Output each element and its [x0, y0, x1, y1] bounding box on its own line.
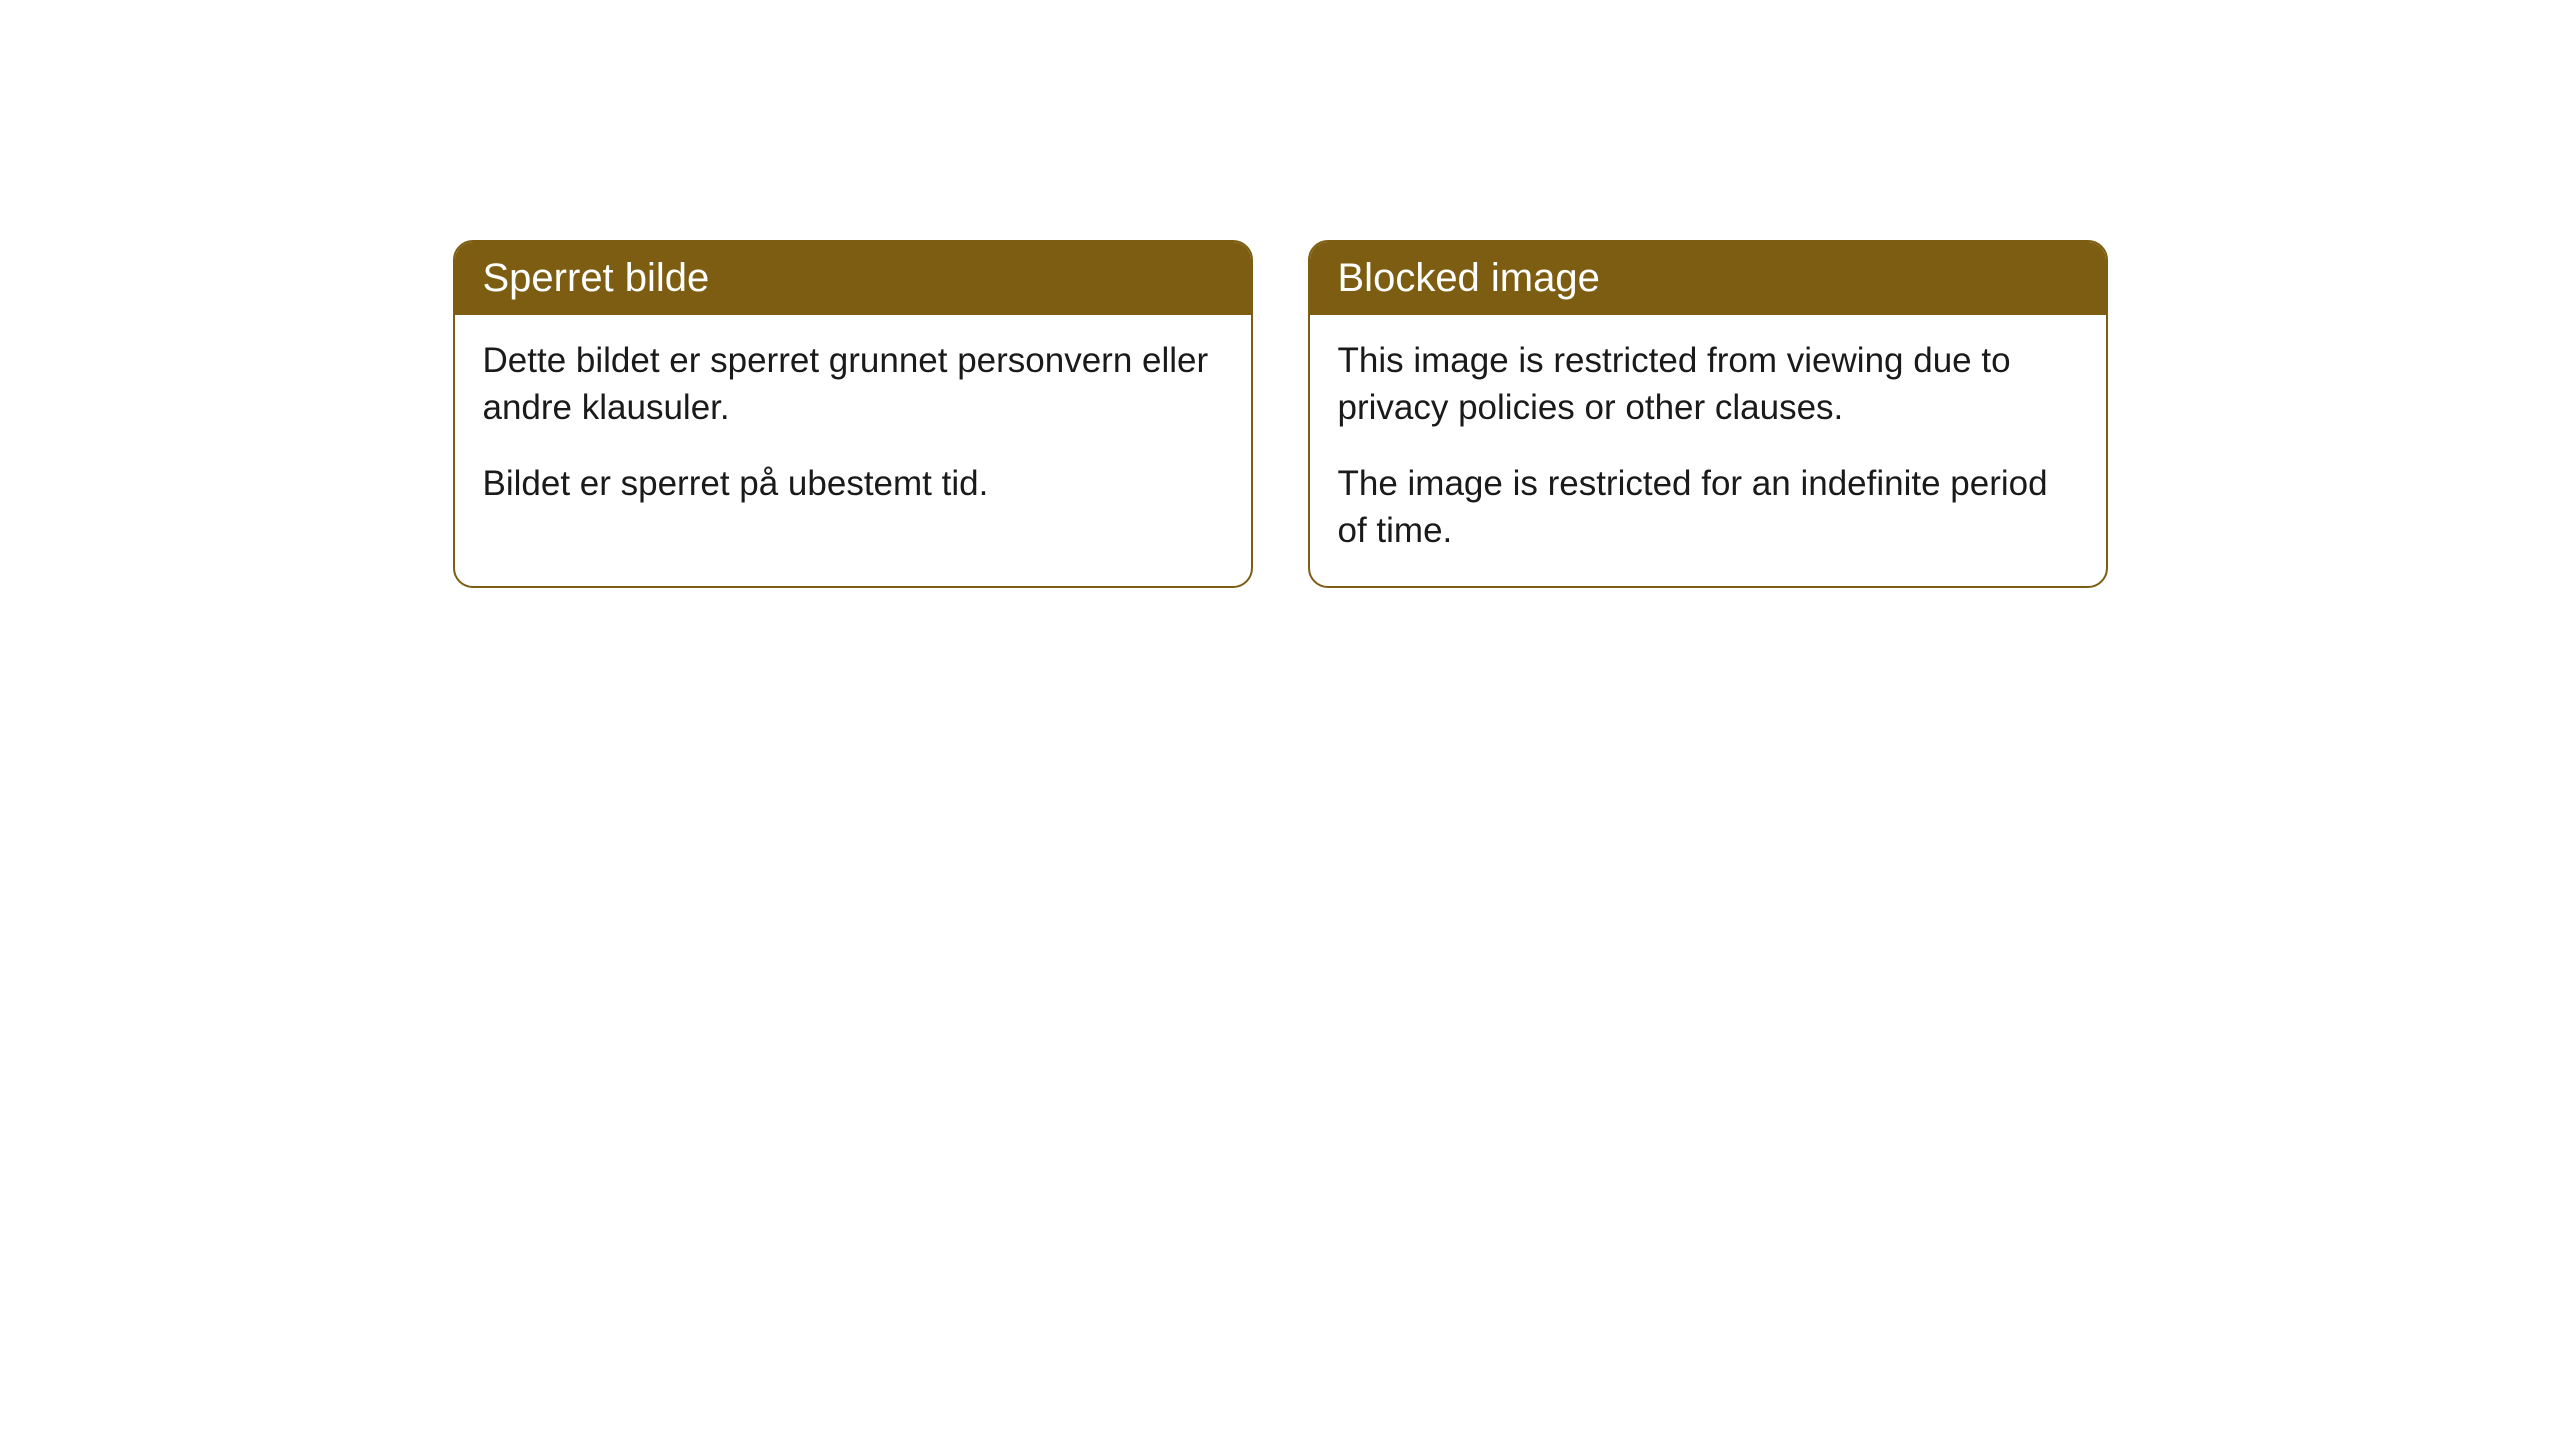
card-body-english: This image is restricted from viewing du… — [1310, 315, 2106, 586]
card-text-english-2: The image is restricted for an indefinit… — [1338, 460, 2078, 555]
card-text-norwegian-2: Bildet er sperret på ubestemt tid. — [483, 460, 1223, 507]
card-body-norwegian: Dette bildet er sperret grunnet personve… — [455, 315, 1251, 539]
card-text-english-1: This image is restricted from viewing du… — [1338, 337, 2078, 432]
card-title-norwegian: Sperret bilde — [483, 256, 710, 300]
card-english: Blocked image This image is restricted f… — [1308, 240, 2108, 588]
cards-container: Sperret bilde Dette bildet er sperret gr… — [430, 240, 2130, 588]
card-header-english: Blocked image — [1310, 242, 2106, 315]
card-norwegian: Sperret bilde Dette bildet er sperret gr… — [453, 240, 1253, 588]
card-title-english: Blocked image — [1338, 256, 1600, 300]
card-text-norwegian-1: Dette bildet er sperret grunnet personve… — [483, 337, 1223, 432]
card-header-norwegian: Sperret bilde — [455, 242, 1251, 315]
